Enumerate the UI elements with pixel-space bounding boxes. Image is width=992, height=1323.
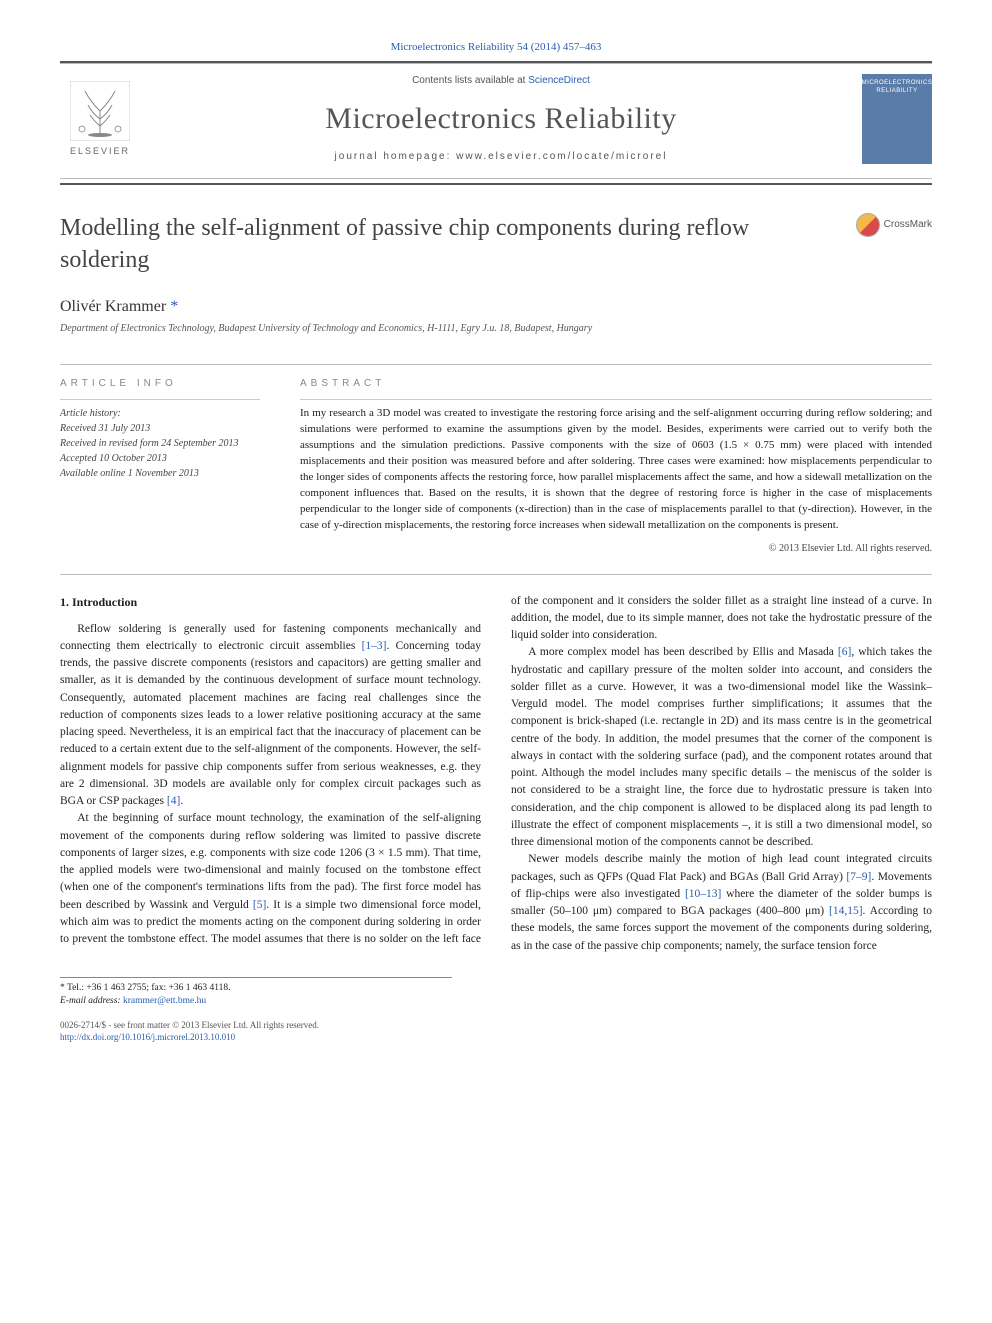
contents-prefix: Contents lists available at (412, 75, 528, 86)
abstract-label: ABSTRACT (300, 377, 932, 391)
abstract-copyright: © 2013 Elsevier Ltd. All rights reserved… (300, 542, 932, 556)
footnote-email-label: E-mail address: (60, 996, 121, 1006)
section-heading-introduction: 1. Introduction (60, 593, 481, 611)
author-name: Olivér Krammer (60, 298, 166, 315)
footer-doi-link[interactable]: http://dx.doi.org/10.1016/j.microrel.201… (60, 1032, 235, 1042)
info-abstract-row: ARTICLE INFO Article history: Received 3… (60, 364, 932, 556)
author-line: Olivér Krammer * (60, 296, 932, 318)
publisher-logo-block: ELSEVIER (60, 81, 140, 158)
affiliation: Department of Electronics Technology, Bu… (60, 322, 932, 336)
crossmark-icon (856, 213, 880, 237)
crossmark-label: CrossMark (884, 218, 932, 232)
footnote-email-link[interactable]: krammer@ett.bme.hu (123, 996, 206, 1006)
history-online: Available online 1 November 2013 (60, 466, 260, 481)
homepage-prefix: journal homepage: (335, 151, 457, 162)
article-history: Article history: Received 31 July 2013 R… (60, 399, 260, 481)
body-two-column: 1. Introduction Reflow soldering is gene… (60, 593, 932, 955)
citation-link[interactable]: Microelectronics Reliability 54 (2014) 4… (391, 41, 602, 53)
article-info-label: ARTICLE INFO (60, 377, 260, 391)
footer-front-matter: 0026-2714/$ - see front matter © 2013 El… (60, 1019, 932, 1032)
contents-available: Contents lists available at ScienceDirec… (160, 74, 842, 88)
page: Microelectronics Reliability 54 (2014) 4… (0, 0, 992, 1074)
publisher-name: ELSEVIER (70, 145, 130, 158)
header-center: Contents lists available at ScienceDirec… (160, 74, 842, 164)
footnote-email-line: E-mail address: krammer@ett.bme.hu (60, 995, 452, 1008)
journal-header: ELSEVIER Contents lists available at Sci… (60, 63, 932, 179)
footer-block: 0026-2714/$ - see front matter © 2013 El… (60, 1019, 932, 1044)
elsevier-tree-icon (70, 81, 130, 141)
crossmark-badge[interactable]: CrossMark (856, 213, 932, 237)
journal-cover-thumb: MICROELECTRONICS RELIABILITY (862, 74, 932, 164)
abstract-column: ABSTRACT In my research a 3D model was c… (300, 377, 932, 556)
sciencedirect-link[interactable]: ScienceDirect (528, 75, 590, 86)
intro-paragraph-1: Reflow soldering is generally used for f… (60, 621, 481, 811)
homepage-url[interactable]: www.elsevier.com/locate/microrel (456, 151, 667, 162)
footnote-block: * Tel.: +36 1 463 2755; fax: +36 1 463 4… (60, 977, 452, 1009)
history-revised: Received in revised form 24 September 20… (60, 436, 260, 451)
citation-line: Microelectronics Reliability 54 (2014) 4… (60, 40, 932, 55)
author-corresponding-marker[interactable]: * (170, 298, 178, 315)
cover-title: MICROELECTRONICS RELIABILITY (862, 80, 933, 94)
history-received: Received 31 July 2013 (60, 421, 260, 436)
history-heading: Article history: (60, 406, 260, 421)
intro-paragraph-3: A more complex model has been described … (511, 644, 932, 851)
article-title: Modelling the self-alignment of passive … (60, 213, 836, 275)
article-info-column: ARTICLE INFO Article history: Received 3… (60, 377, 260, 556)
history-accepted: Accepted 10 October 2013 (60, 451, 260, 466)
footnote-tel: * Tel.: +36 1 463 2755; fax: +36 1 463 4… (60, 982, 452, 995)
intro-paragraph-4: Newer models describe mainly the motion … (511, 851, 932, 955)
journal-name: Microelectronics Reliability (160, 98, 842, 140)
rule-below-header (60, 183, 932, 185)
journal-homepage-line: journal homepage: www.elsevier.com/locat… (160, 150, 842, 164)
abstract-text: In my research a 3D model was created to… (300, 399, 932, 534)
title-row: Modelling the self-alignment of passive … (60, 213, 932, 275)
rule-mid (60, 574, 932, 575)
